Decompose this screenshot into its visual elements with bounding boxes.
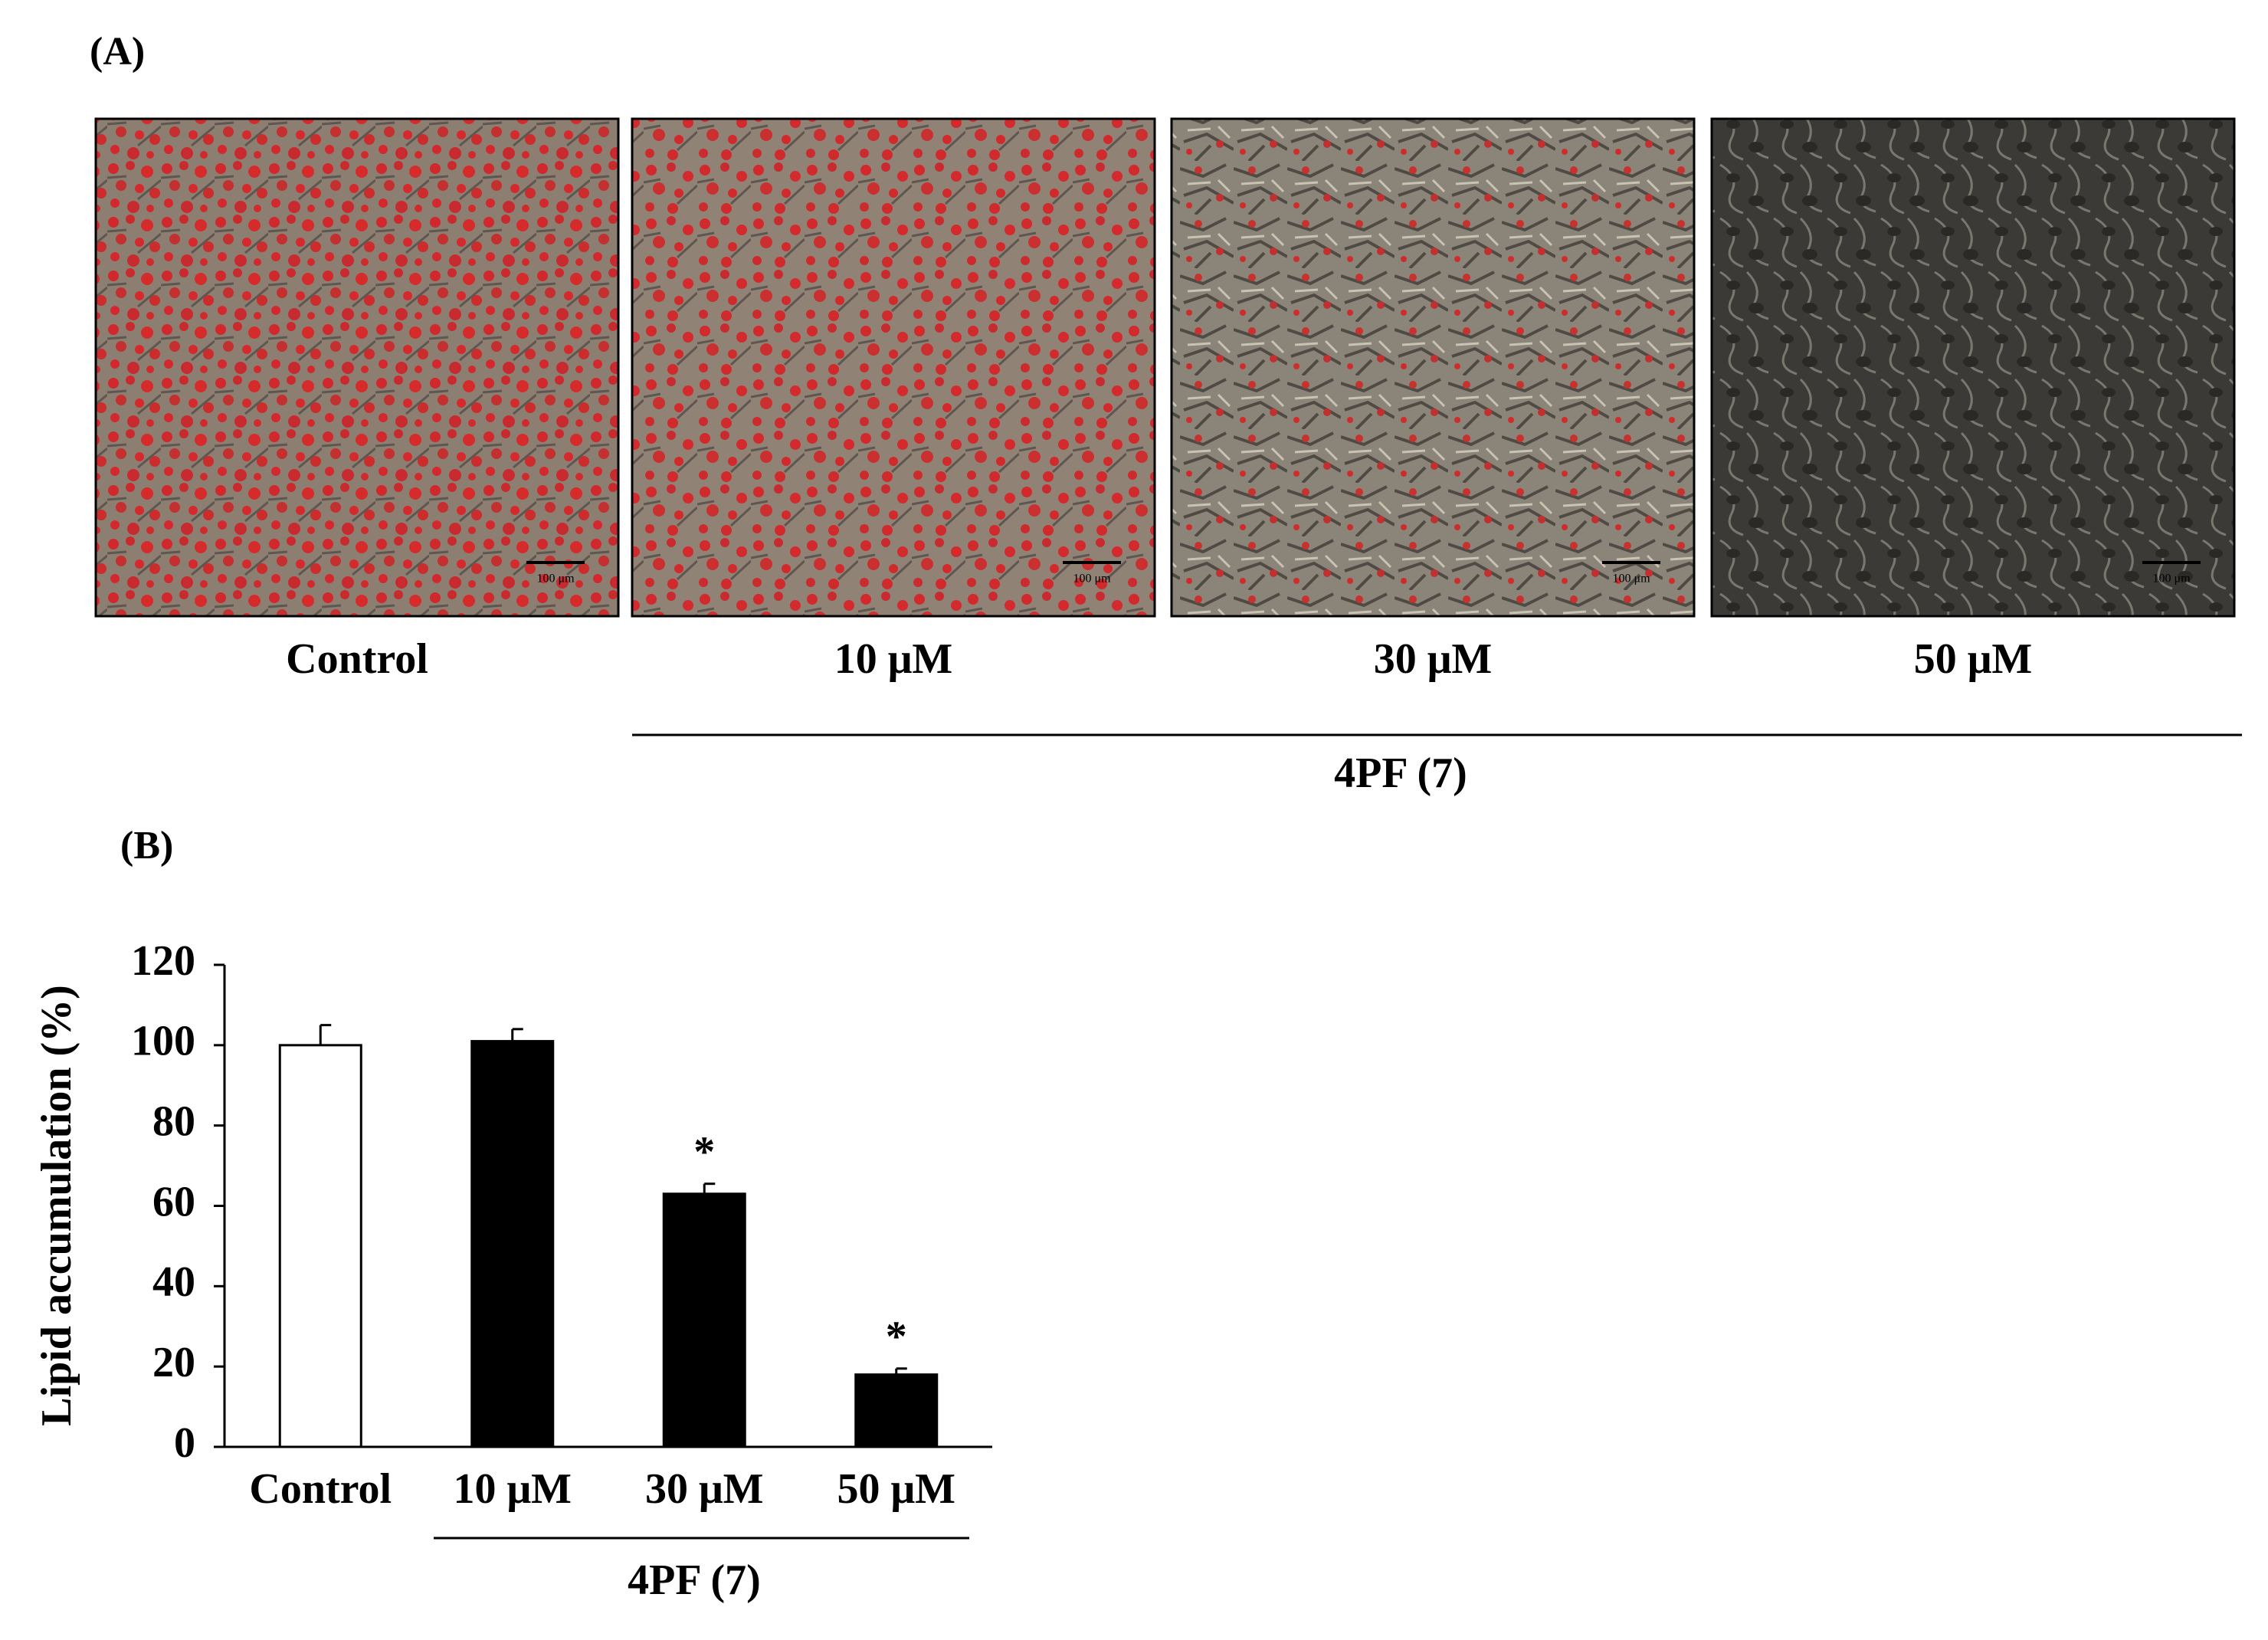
significance-mark: * xyxy=(886,1314,907,1361)
micrograph xyxy=(1710,117,2236,618)
group-label: 4PF (7) xyxy=(1334,749,1467,797)
scale-bar-label: 100 μm xyxy=(2152,572,2191,585)
x-tick-label: Control xyxy=(249,1465,392,1513)
y-tick-label: 100 xyxy=(131,1018,195,1065)
bar xyxy=(662,1192,746,1448)
y-tick-label: 0 xyxy=(174,1419,195,1467)
bar xyxy=(854,1373,939,1448)
x-tick-label: 50 μM xyxy=(837,1465,955,1513)
scale-bar-label: 100 μm xyxy=(1073,572,1111,585)
scale-bar-label: 100 μm xyxy=(1612,572,1650,585)
micrograph xyxy=(631,117,1156,618)
y-tick-label: 20 xyxy=(152,1339,195,1386)
image-label: Control xyxy=(286,635,428,683)
x-tick-label: 10 μM xyxy=(453,1465,572,1513)
x-tick-label: 30 μM xyxy=(645,1465,764,1513)
y-tick-label: 80 xyxy=(152,1098,195,1146)
significance-mark: * xyxy=(693,1129,715,1176)
y-tick-label: 60 xyxy=(152,1178,195,1225)
image-label: 10 μM xyxy=(834,635,953,683)
panel-label: (B) xyxy=(120,824,173,868)
y-tick-label: 40 xyxy=(152,1258,195,1306)
micrograph xyxy=(1170,117,1696,618)
y-tick-label: 120 xyxy=(131,937,195,985)
image-row: 100 μm Control 100 μm 10 μM 100 μm 30 μM 100 μ… xyxy=(94,117,2236,683)
image-label: 50 μM xyxy=(1914,635,2033,683)
bar xyxy=(278,1044,362,1448)
group-label: 4PF (7) xyxy=(628,1556,761,1604)
panel-label: (A) xyxy=(90,30,145,74)
micrograph xyxy=(94,117,620,618)
bar xyxy=(470,1040,555,1448)
image-label: 30 μM xyxy=(1374,635,1493,683)
y-axis-title: Lipid accumulation (%) xyxy=(33,985,80,1426)
scale-bar-label: 100 μm xyxy=(536,572,575,585)
